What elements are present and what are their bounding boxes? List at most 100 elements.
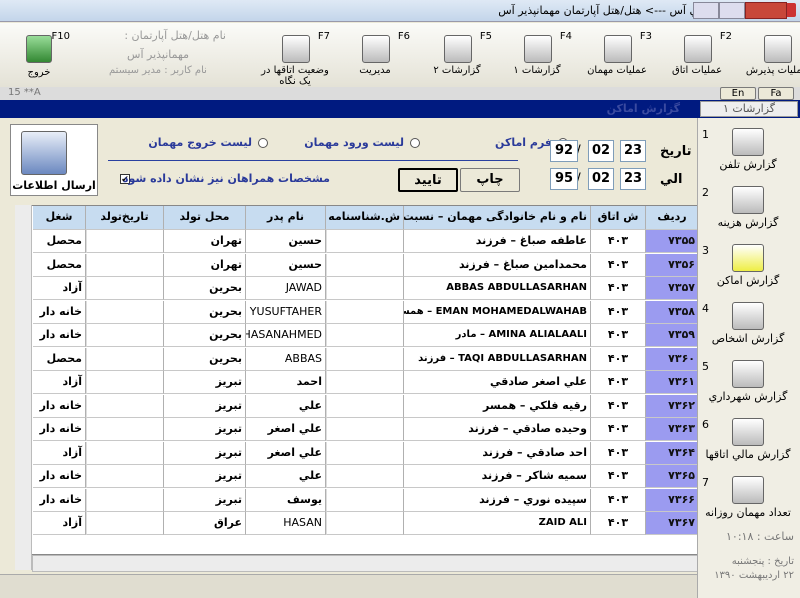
companions-checkbox[interactable]: ✔ مشخصات همراهان نيز نشان داده شود: [120, 172, 330, 188]
table-cell: آزاد: [33, 371, 86, 394]
table-cell: عراق: [164, 512, 246, 535]
table-cell: ۴۰۳: [591, 253, 646, 277]
maximize-button[interactable]: [719, 2, 745, 19]
table-cell: محمدامين صباغ – فرزند: [404, 253, 591, 277]
table-cell: [326, 277, 404, 300]
toolbar-button[interactable]: F7 وضعيت اتاقها در يک نگاه: [256, 23, 334, 87]
table-cell: [326, 347, 404, 371]
radio-option[interactable]: ليست خروج مهمان: [128, 136, 268, 152]
date-field[interactable]: 95: [550, 168, 578, 190]
table-cell: تبريز: [164, 465, 246, 488]
table-cell: ۴۰۳: [591, 230, 646, 253]
date-separator: /: [576, 143, 581, 159]
radio-option[interactable]: فرم اماکن: [428, 136, 568, 152]
sidebar-item[interactable]: 1 گزارش تلفن: [698, 124, 800, 180]
date-field[interactable]: 23: [620, 140, 646, 162]
toolbar-button[interactable]: F4 گزارشات ۱: [498, 23, 576, 87]
date-field[interactable]: 92: [550, 140, 578, 162]
toolbar-button[interactable]: F6 مديريت: [336, 23, 414, 87]
toolbar-button[interactable]: F5 گزارشات ۲: [418, 23, 496, 87]
radio-label: فرم اماکن: [495, 136, 552, 149]
table-cell: ۴۰۳: [591, 347, 646, 371]
table-cell: YUSUFTAHER: [246, 300, 326, 324]
toolbar-button[interactable]: F2 عمليات اتاق: [658, 23, 736, 87]
sidebar-item[interactable]: 5 گزارش شهرداري: [698, 356, 800, 412]
date-field[interactable]: 02: [588, 140, 614, 162]
table-cell: ۴۰۳: [591, 371, 646, 394]
radio-label: ليست خروج مهمان: [148, 136, 252, 149]
table-cell: عاطفه صباغ – فرزند: [404, 230, 591, 253]
table-cell: [326, 324, 404, 347]
table-cell: HASAN: [246, 512, 326, 535]
table-cell: ۷۳۵۸: [646, 300, 697, 324]
table-cell: خانه دار: [33, 465, 86, 488]
item-icon: [732, 128, 764, 156]
date-field[interactable]: 23: [620, 168, 646, 190]
lang-tab[interactable]: Fa: [758, 87, 794, 100]
sidebar-item[interactable]: 6 گزارش مالي اتاقها: [698, 414, 800, 470]
table-cell: HASANAHMED: [246, 324, 326, 347]
item-icon: [732, 186, 764, 214]
sidebar-item[interactable]: 7 تعداد مهمان روزانه: [698, 472, 800, 528]
user-name: نام کاربر : مدير سيستم: [109, 65, 207, 76]
sidebar-item[interactable]: 4 گزارش اشخاص: [698, 298, 800, 354]
sidebar-item[interactable]: 2 گزارش هزينه: [698, 182, 800, 238]
table-cell: ۷۳۶۲: [646, 394, 697, 418]
toolbar-button[interactable]: F1عمليات پذيرش: [738, 23, 800, 87]
panel-title-bar: گزارش اماکن: [0, 100, 800, 118]
table-cell: بحرين: [164, 347, 246, 371]
radio-option[interactable]: ليست ورود مهمان: [280, 136, 420, 152]
table-cell: ۷۳۶۱: [646, 371, 697, 394]
item-number: 5: [702, 360, 709, 373]
toolbar: F1عمليات پذيرش F2 عمليات اتاق F3 عمليات مهما…: [0, 23, 800, 87]
minimize-button[interactable]: [693, 2, 719, 19]
item-number: 2: [702, 186, 709, 199]
table-cell: احد صادقي – فرزند: [404, 441, 591, 465]
checkbox-label: مشخصات همراهان نيز نشان داده شود: [122, 172, 330, 185]
shortcut-key: F2: [719, 31, 732, 42]
table-cell: علي: [246, 394, 326, 418]
table-cell: خانه دار: [33, 394, 86, 418]
table-cell: ۷۳۶۵: [646, 465, 697, 488]
table-cell: [86, 347, 164, 371]
toolbar-button[interactable]: F3 عمليات مهمان: [578, 23, 656, 87]
horizontal-scrollbar[interactable]: [32, 555, 698, 572]
table-cell: [86, 394, 164, 418]
toolbar-label: عمليات اتاق: [671, 65, 723, 76]
confirm-button[interactable]: تاييد: [398, 168, 458, 192]
item-number: 7: [702, 476, 709, 489]
table-cell: ABBAS: [246, 347, 326, 371]
item-icon: [732, 476, 764, 504]
table-cell: ۷۳۵۷: [646, 277, 697, 300]
item-label: گزارش اشخاص: [711, 332, 785, 345]
panel-title: گزارش اماکن: [606, 102, 680, 115]
close-button[interactable]: [745, 2, 787, 19]
hotel-label: نام هتل/هتل آپارتمان :: [124, 29, 226, 42]
sidebar-item[interactable]: 3 گزارش اماکن: [698, 240, 800, 296]
table-cell: سميه شاکر – فرزند: [404, 465, 591, 488]
toolbar-icon: [362, 35, 390, 63]
table-cell: ۴۰۳: [591, 277, 646, 300]
lang-tab[interactable]: En: [720, 87, 756, 100]
item-number: 3: [702, 244, 709, 257]
status-code: 15 **A: [8, 87, 41, 98]
column-header: محل تولد: [164, 206, 246, 230]
date-field[interactable]: 02: [588, 168, 614, 190]
vertical-scrollbar[interactable]: [15, 205, 32, 570]
table-cell: JAWAD: [246, 277, 326, 300]
table-cell: ۴۰۳: [591, 441, 646, 465]
table-cell: محصل: [33, 253, 86, 277]
date: تاريخ : پنجشنبه: [731, 556, 794, 567]
table-cell: آزاد: [33, 512, 86, 535]
table-cell: ۴۰۳: [591, 324, 646, 347]
column-header: شغل: [33, 206, 86, 230]
toolbar-label: گزارشات ۲: [433, 65, 481, 76]
table-cell: تبريز: [164, 371, 246, 394]
send-button[interactable]: ارسال اطلاعات: [10, 124, 98, 196]
table-cell: [86, 324, 164, 347]
shortcut-key: F5: [479, 31, 492, 42]
hotel-info: نام هتل/هتل آپارتمان : مهمانپذير آس نام کا…: [90, 29, 226, 85]
print-button[interactable]: چاپ: [460, 168, 520, 192]
exit-button[interactable]: F10 خروج: [4, 23, 74, 87]
